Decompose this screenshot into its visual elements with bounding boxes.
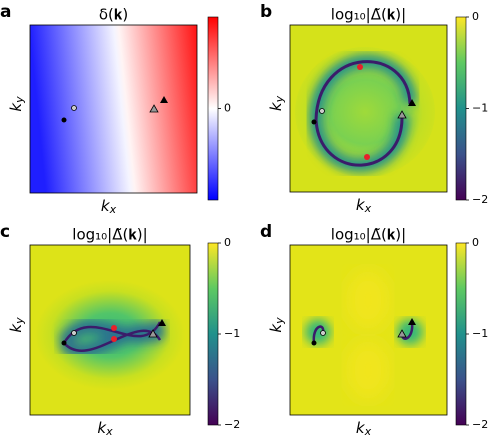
plot-frame (29, 244, 191, 416)
y-axis-label: ky (7, 96, 27, 112)
x-axis-label: kx (97, 419, 113, 439)
heatmap-c (30, 245, 190, 415)
heatmap-a (30, 25, 197, 193)
panel-label: c (0, 222, 10, 242)
colorbar-tick-label: 0 (224, 236, 231, 249)
chart-title: δ(𝐤) (99, 6, 128, 24)
heatmap-d (290, 245, 447, 415)
colorbar (455, 242, 467, 426)
chart-title: log₁₀|Δ̃(𝐤)| (72, 226, 147, 244)
colorbar-tick-label: 0 (224, 102, 231, 115)
x-axis-label: kx (356, 196, 372, 216)
colorbar-tick-label: −2 (224, 418, 240, 431)
colorbar-tick-label: 0 (472, 236, 479, 249)
y-axis-label: ky (267, 317, 287, 333)
colorbar-tick-label: −1 (472, 102, 488, 115)
colorbar (207, 16, 219, 201)
x-axis-label: kx (101, 197, 117, 217)
colorbar-tick-label: −2 (472, 418, 488, 431)
panel-label: a (0, 2, 11, 22)
colorbar-tick-label: −1 (472, 327, 488, 340)
x-axis-label: kx (356, 419, 372, 439)
colorbar-tick-label: −1 (224, 327, 240, 340)
panel-label: b (260, 2, 272, 22)
chart-title: log₁₀|Δ̃(𝐤)| (331, 6, 406, 24)
chart-title: log₁₀|Δ̃(𝐤)| (331, 226, 406, 244)
plot-frame (29, 24, 198, 194)
colorbar (455, 16, 467, 201)
panel-label: d (260, 222, 272, 242)
colorbar (207, 242, 219, 426)
plot-frame (289, 24, 448, 193)
colorbar-tick-label: 0 (472, 10, 479, 23)
plot-frame (289, 244, 448, 416)
y-axis-label: ky (7, 317, 27, 333)
y-axis-label: ky (267, 95, 287, 111)
colorbar-tick-label: −2 (472, 193, 488, 206)
heatmap-b (290, 25, 447, 192)
